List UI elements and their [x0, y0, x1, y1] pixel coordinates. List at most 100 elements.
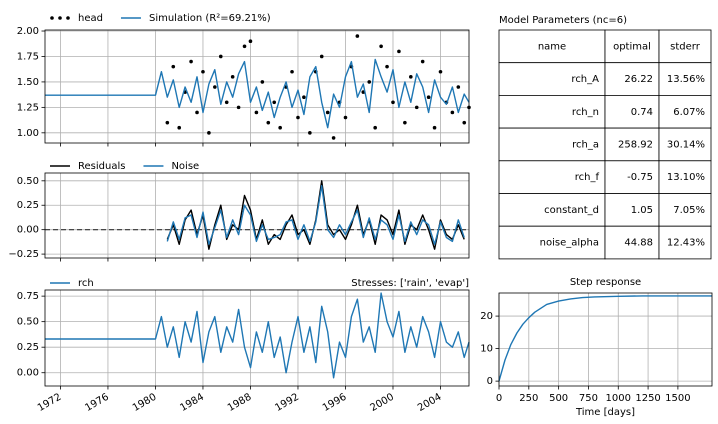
- table-cell-text: 44.88: [624, 238, 653, 249]
- head-point: [218, 54, 223, 59]
- table-cell: [658, 193, 712, 227]
- head-point: [308, 131, 312, 135]
- head-point: [319, 54, 324, 59]
- table-cell-text: rch_f: [575, 172, 600, 183]
- x-tick-label: 250: [519, 393, 538, 404]
- head-point: [391, 100, 395, 105]
- legend-label: head: [78, 13, 103, 24]
- table-cell: [604, 29, 660, 64]
- head-point: [230, 75, 235, 79]
- table-cell: [604, 127, 660, 162]
- table-header: name: [538, 41, 566, 52]
- y-tick-label: 0.75: [17, 291, 39, 302]
- head-point: [420, 59, 425, 64]
- head-point: [438, 69, 443, 74]
- chart-title: Step response: [570, 277, 641, 288]
- head-point: [343, 115, 348, 120]
- head-point: [260, 80, 265, 84]
- table-cell: [658, 29, 712, 64]
- table-cell-text: 12.43%: [667, 238, 705, 249]
- x-tick-label: 500: [549, 393, 568, 404]
- head-point: [355, 34, 360, 38]
- head-point: [296, 115, 300, 120]
- table-cell-text: 30.14%: [667, 139, 705, 150]
- table-title: Model Parameters (nc=6): [499, 15, 627, 26]
- legend-label: Simulation (R²=69.21%): [149, 13, 271, 24]
- table-cell: [658, 160, 712, 194]
- head-point: [224, 100, 229, 105]
- head-point: [165, 120, 170, 125]
- head-point: [236, 105, 241, 110]
- head-point: [272, 100, 277, 105]
- legend-marker: [58, 16, 62, 20]
- head-point: [373, 125, 377, 130]
- x-axis-label: Time [days]: [575, 407, 635, 418]
- legend-label: Residuals: [78, 161, 125, 172]
- head-point: [189, 59, 193, 64]
- head-point: [367, 80, 372, 84]
- table-cell-text: rch_n: [572, 107, 599, 118]
- table-cell: [604, 62, 660, 96]
- head-point: [450, 110, 455, 115]
- head-point: [207, 131, 211, 135]
- table-cell-text: constant_d: [544, 205, 599, 216]
- head-point: [456, 85, 461, 89]
- y-tick-label: 1.50: [17, 77, 39, 88]
- y-tick-label: 0.50: [17, 317, 39, 328]
- table-cell: [498, 127, 606, 162]
- head-point: [242, 44, 247, 49]
- head-point: [462, 120, 467, 125]
- axes-frame: [44, 289, 470, 387]
- table-cell-text: rch_a: [572, 139, 599, 150]
- legend-label: Noise: [171, 161, 199, 172]
- head-point: [248, 39, 253, 43]
- table-cell-text: 258.92: [618, 139, 653, 150]
- head-point: [414, 105, 419, 110]
- legend-marker: [66, 16, 70, 20]
- table-cell: [498, 95, 606, 129]
- series-line: [45, 58, 470, 129]
- table-cell-text: 1.05: [631, 205, 653, 216]
- table-cell: [498, 225, 606, 260]
- head-point: [278, 125, 282, 130]
- table-header: optimal: [613, 41, 651, 52]
- y-tick-label: 1.75: [17, 51, 39, 62]
- axes-frame: [44, 29, 470, 144]
- head-point: [195, 110, 199, 115]
- head-point: [397, 49, 401, 54]
- axes-frame: [498, 292, 713, 387]
- y-tick-label: 0.00: [17, 225, 39, 236]
- head-point: [426, 95, 431, 99]
- table-cell-text: rch_A: [571, 74, 599, 85]
- head-point: [409, 75, 413, 79]
- table-cell-text: 13.56%: [667, 74, 705, 85]
- y-tick-label: 0: [487, 376, 493, 387]
- annotation: Stresses: ['rain', 'evap']: [351, 278, 469, 289]
- table-cell-text: 0.74: [631, 107, 653, 118]
- y-tick-label: 1.25: [17, 102, 39, 113]
- head-point: [379, 44, 383, 49]
- table-cell-text: 6.07%: [673, 107, 705, 118]
- table-cell: [658, 127, 712, 162]
- x-tick-label: 1250: [635, 393, 660, 404]
- table-cell-text: 7.05%: [673, 205, 705, 216]
- x-tick-label: 1000: [606, 393, 631, 404]
- table-cell: [604, 160, 660, 194]
- table-cell: [604, 225, 660, 260]
- legend-label: rch: [78, 278, 94, 289]
- table-cell-text: 26.22: [624, 74, 653, 85]
- x-tick-label: 0: [496, 393, 502, 404]
- head-point: [171, 64, 176, 69]
- head-point: [177, 125, 182, 130]
- series-line: [498, 295, 712, 382]
- head-point: [385, 64, 389, 69]
- head-point: [331, 136, 336, 140]
- table-cell: [658, 225, 712, 260]
- table-cell-text: 13.10%: [667, 172, 705, 183]
- head-point: [266, 120, 271, 125]
- x-tick-label: 1500: [665, 393, 690, 404]
- y-tick-label: 0.25: [17, 200, 39, 211]
- head-point: [290, 69, 294, 74]
